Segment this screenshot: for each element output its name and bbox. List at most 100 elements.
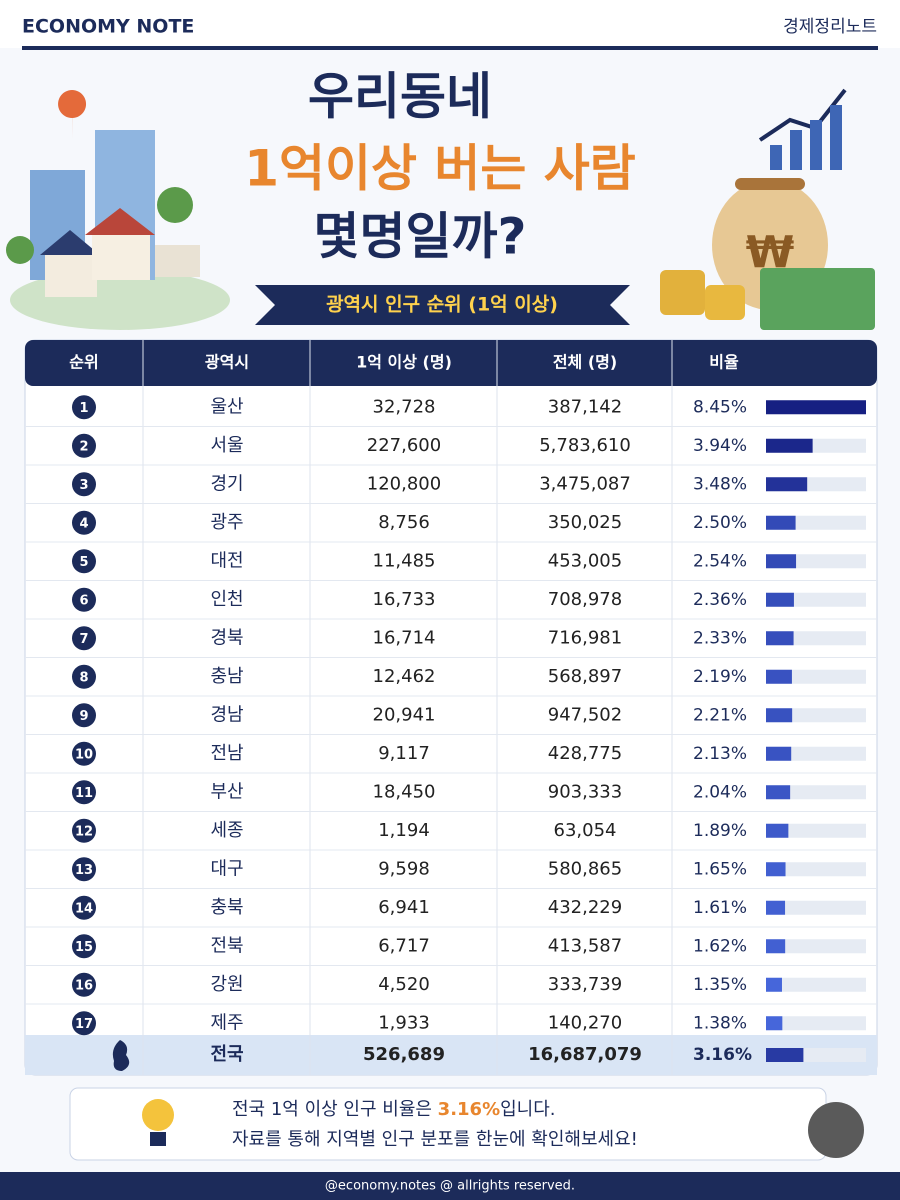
ratio-label: 8.45%: [693, 397, 747, 417]
region: 부산: [210, 781, 243, 802]
high-earners: 1,194: [378, 820, 430, 841]
ratio-bar: [766, 1016, 783, 1031]
rank: 13: [75, 863, 93, 878]
rank-badge: [72, 587, 96, 612]
high-earners: 1,933: [378, 1012, 430, 1033]
population: 3,475,087: [539, 473, 631, 494]
ratio-bar: [766, 669, 792, 684]
brand-kr: 경제정리노트: [783, 17, 877, 37]
high-earners: 9,117: [378, 743, 430, 764]
town-illustration: [6, 90, 230, 330]
footer-highlight: 3.16%: [438, 1099, 500, 1120]
bar-track: [766, 977, 866, 992]
bottom-bar: [0, 1172, 900, 1200]
rank: 17: [75, 1017, 93, 1032]
ratio-bar: [766, 823, 789, 838]
ratio-bar: [766, 785, 791, 800]
population: 16,687,079: [528, 1044, 642, 1065]
rank: 15: [75, 940, 93, 955]
high-earners: 9,598: [378, 858, 430, 879]
region: 충남: [210, 666, 243, 687]
population: 5,783,610: [539, 435, 631, 456]
ratio-bar: [766, 477, 808, 492]
high-earners: 227,600: [367, 435, 441, 456]
title-line1: 우리동네: [308, 68, 492, 126]
population: 903,333: [548, 781, 622, 802]
region: 대구: [210, 858, 243, 879]
region: 인천: [210, 589, 243, 610]
ratio-bar: [766, 708, 793, 723]
region: 경기: [210, 473, 243, 494]
bar-track: [766, 823, 866, 838]
ratio-bar: [766, 438, 813, 453]
mute-button[interactable]: [808, 1102, 864, 1158]
rank-badge: [72, 972, 96, 997]
region: 경북: [210, 627, 243, 648]
ratio-label: 1.35%: [693, 975, 747, 995]
column-header: 비율: [709, 353, 739, 372]
money-illustration: ₩: [660, 88, 875, 330]
footer-text: 입니다.: [500, 1099, 555, 1120]
ratio-label: 2.54%: [693, 551, 747, 571]
footer-text: 전국 1억 이상 인구 비율은: [232, 1099, 438, 1120]
region: 세종: [210, 820, 243, 841]
column-header: 전체 (명): [553, 353, 617, 372]
title-line3: 몇명일까?: [313, 208, 526, 266]
ratio-label: 3.94%: [693, 436, 747, 456]
rank: 7: [79, 632, 88, 647]
table-frame: [24, 339, 878, 1076]
ratio-label: 3.48%: [693, 474, 747, 494]
table-header: [25, 340, 877, 386]
rank-badge: [72, 626, 96, 651]
rank: 16: [75, 978, 93, 993]
population: 947,502: [548, 704, 622, 725]
ratio-label: 2.13%: [693, 744, 747, 764]
header-bg: [0, 0, 900, 48]
rank: 4: [79, 516, 88, 531]
banner-text: 광역시 인구 순위 (1억 이상): [326, 294, 558, 316]
column-header: 순위: [69, 353, 98, 372]
rank-badge: [72, 395, 96, 420]
header-rule: [22, 46, 878, 50]
high-earners: 32,728: [373, 396, 436, 417]
region: 울산: [210, 396, 243, 417]
rank-badge: [72, 433, 96, 458]
ratio-bar: [766, 554, 797, 569]
high-earners: 12,462: [373, 666, 436, 687]
rank: 12: [75, 824, 93, 839]
population: 453,005: [548, 550, 622, 571]
rank-badge: [72, 780, 96, 805]
column-header: 1억 이상 (명): [356, 353, 452, 372]
high-earners: 18,450: [373, 781, 436, 802]
high-earners: 20,941: [373, 704, 436, 725]
population: 350,025: [548, 512, 622, 533]
high-earners: 4,520: [378, 974, 430, 995]
rank-badge: [72, 741, 96, 766]
ratio-label: 2.19%: [693, 667, 747, 687]
region: 서울: [210, 435, 243, 456]
ratio-label: 2.36%: [693, 590, 747, 610]
rank-badge: [72, 510, 96, 535]
high-earners: 16,733: [373, 589, 436, 610]
population: 63,054: [554, 820, 617, 841]
ratio-bar: [766, 939, 786, 954]
ratio-bar: [766, 515, 796, 530]
banner: [255, 285, 630, 325]
column-header: 광역시: [205, 353, 249, 372]
ratio-label: 2.21%: [693, 705, 747, 725]
high-earners: 8,756: [378, 512, 430, 533]
region: 강원: [210, 974, 243, 995]
bar-track: [766, 939, 866, 954]
rank: 9: [79, 709, 88, 724]
rank-badge: [72, 857, 96, 882]
rank: 8: [79, 670, 88, 685]
region: 충북: [210, 897, 243, 918]
high-earners: 11,485: [373, 550, 436, 571]
ratio-bar: [766, 862, 786, 877]
region: 광주: [210, 512, 243, 533]
bar-track: [766, 1016, 866, 1031]
rank: 14: [75, 901, 93, 916]
rank-badge: [72, 895, 96, 920]
bulb-icon: [142, 1099, 174, 1146]
ratio-label: 1.89%: [693, 821, 747, 841]
